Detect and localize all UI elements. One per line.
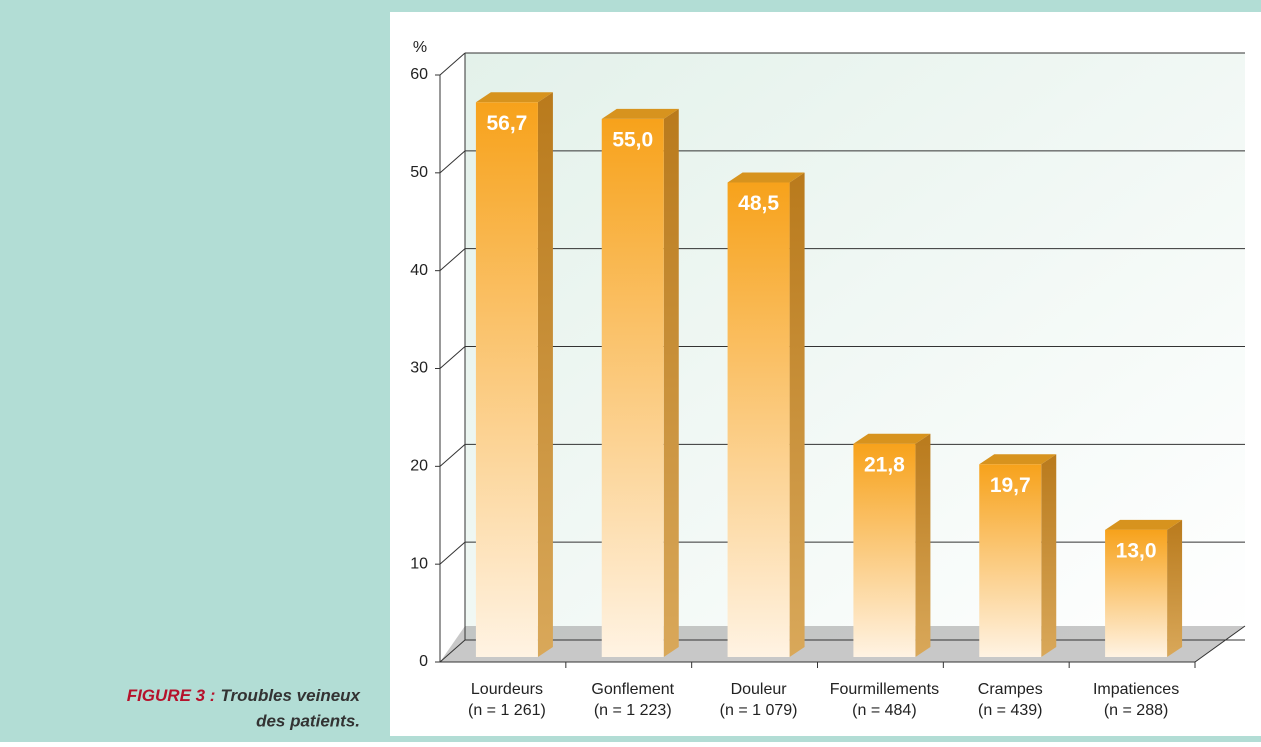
caption: FIGURE 3 : Troubles veineux [127, 686, 362, 705]
bar-side [663, 108, 679, 657]
x-tick-label: Gonflement [591, 681, 674, 698]
plot: 0 10 20 30 40 50 60 Lourdeurs (n = 1 261) 56,7 Gon… [410, 52, 1246, 719]
grid-line [439, 248, 466, 272]
x-tick-label: Douleur [731, 681, 788, 698]
bar-top [727, 172, 805, 183]
x-tick-label: Impatiences [1093, 681, 1179, 698]
bar [601, 118, 664, 657]
grid-line [439, 346, 466, 369]
bar-side [1041, 454, 1057, 657]
x-tick-count: (n = 288) [1104, 702, 1168, 719]
data-label: 13,0 [1116, 539, 1157, 562]
bar [475, 102, 538, 657]
caption-label: FIGURE 3 : [127, 686, 216, 705]
caption-text: des patients. [256, 711, 360, 730]
bar-side [789, 172, 805, 657]
y-tick-label: 30 [410, 360, 428, 377]
data-label: 56,7 [486, 112, 527, 135]
x-tick-label: Crampes [978, 681, 1043, 698]
y-tick-label: 20 [410, 458, 428, 475]
x-tick-count: (n = 1 223) [594, 702, 672, 719]
bar-side [915, 433, 931, 657]
x-tick-count: (n = 484) [852, 702, 916, 719]
caption-text: Troubles veineux [220, 686, 361, 705]
x-tick-label: Lourdeurs [471, 681, 543, 698]
bar [1105, 529, 1168, 657]
data-label: 21,8 [864, 453, 905, 476]
bar-top [979, 454, 1057, 465]
bar-side [1167, 519, 1183, 657]
y-tick-label: 0 [419, 653, 428, 670]
x-tick-label: Fourmillements [830, 681, 939, 698]
bar-top [1105, 519, 1183, 530]
bar-top [475, 92, 553, 103]
x-tick-count: (n = 439) [978, 702, 1042, 719]
bar-side [537, 92, 553, 657]
bar [979, 464, 1042, 657]
data-label: 48,5 [738, 192, 779, 215]
grid-line [439, 639, 466, 663]
data-label: 55,0 [612, 128, 653, 151]
y-tick-label: 50 [410, 164, 428, 181]
y-tick-label: 60 [410, 66, 428, 83]
grid-line [439, 541, 466, 565]
bar [727, 182, 790, 657]
y-tick-label: 10 [410, 555, 428, 572]
x-tick-count: (n = 1 079) [720, 702, 798, 719]
data-label: 19,7 [990, 474, 1031, 497]
bar-top [853, 433, 931, 444]
y-axis-label: % [413, 39, 427, 56]
grid-line [439, 52, 466, 76]
x-tick-count: (n = 1 261) [468, 702, 546, 719]
bar [853, 443, 916, 657]
grid-line [439, 150, 466, 174]
y-tick-label: 40 [410, 262, 428, 279]
grid-line [439, 443, 466, 467]
bar-top [601, 108, 679, 119]
